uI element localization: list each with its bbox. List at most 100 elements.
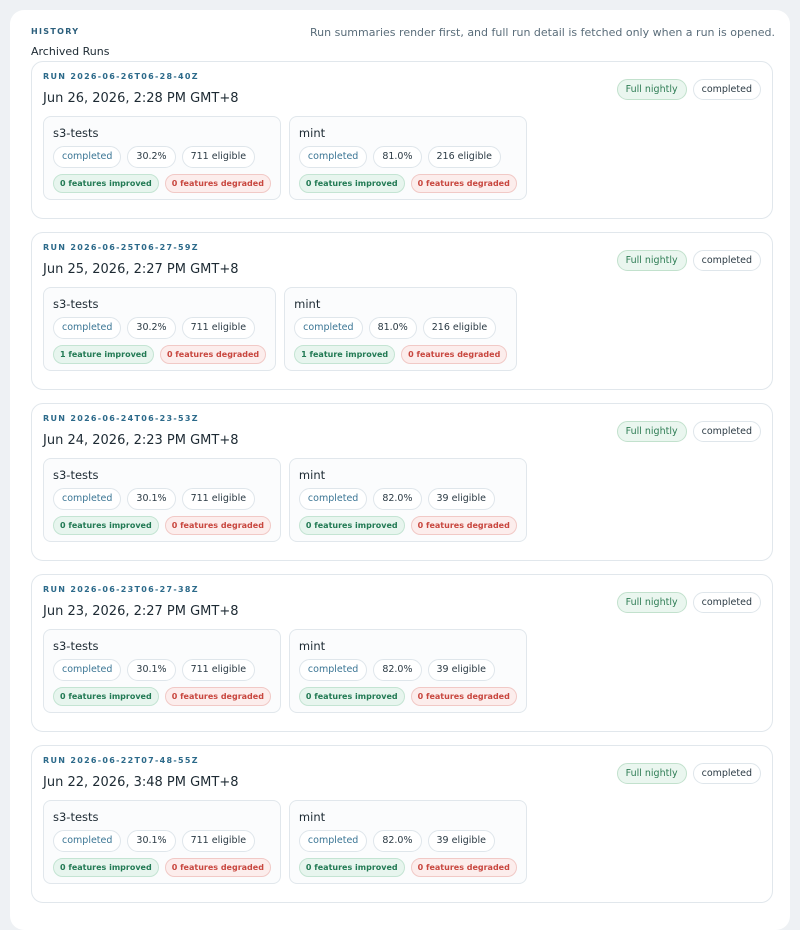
badge: Full nightly <box>616 250 687 271</box>
degraded-pill: 0 features degraded <box>164 687 271 706</box>
improved-pill: 1 feature improved <box>294 345 396 364</box>
pass-rate-pill: 30.1% <box>127 659 176 681</box>
note: Run summaries render first, and full run… <box>310 26 775 39</box>
suite-stats: completed 30.1% 711 eligible <box>53 659 271 681</box>
suite-stats: completed 30.1% 711 eligible <box>53 830 271 852</box>
suite-card: mint completed 82.0% 39 eligible 0 features … <box>288 629 527 713</box>
run-badges: Full nightly completed <box>616 592 761 613</box>
status-pill: completed <box>298 146 368 168</box>
suite-stats: completed 30.2% 711 eligible <box>53 146 271 168</box>
suite-name: mint <box>298 126 326 140</box>
pass-rate-pill: 30.1% <box>127 830 176 852</box>
suite-changes: 0 features improved 0 features degraded <box>53 174 271 193</box>
eligible-pill: 711 eligible <box>181 488 256 510</box>
degraded-pill: 0 features degraded <box>410 858 517 877</box>
suite-name: s3-tests <box>53 810 99 824</box>
run-badges: Full nightly completed <box>616 250 761 271</box>
section-title: Archived Runs <box>31 45 110 58</box>
suite-changes: 1 feature improved 0 features degraded <box>294 345 508 364</box>
suite-list: s3-tests completed 30.1% 711 eligible 0 feat… <box>43 800 527 884</box>
status-pill: completed <box>53 317 122 339</box>
run-id: RUN 2026-06-24T06-23-53Z <box>43 414 199 423</box>
run-date: Jun 25, 2026, 2:27 PM GMT+8 <box>43 262 239 277</box>
eligible-pill: 711 eligible <box>181 317 256 339</box>
status-pill: completed <box>298 830 368 852</box>
badge: Full nightly <box>616 763 687 784</box>
status-pill: completed <box>53 488 122 510</box>
run-date: Jun 22, 2026, 3:48 PM GMT+8 <box>43 775 239 790</box>
improved-pill: 0 features improved <box>53 516 159 535</box>
degraded-pill: 0 features degraded <box>164 174 271 193</box>
suite-name: s3-tests <box>53 639 99 653</box>
status-pill: completed <box>298 488 368 510</box>
pass-rate-pill: 82.0% <box>373 488 422 510</box>
pass-rate-pill: 82.0% <box>373 830 422 852</box>
suite-name: mint <box>298 468 326 482</box>
suite-stats: completed 30.1% 711 eligible <box>53 488 271 510</box>
suite-changes: 0 features improved 0 features degraded <box>298 174 517 193</box>
suite-stats: completed 30.2% 711 eligible <box>53 317 266 339</box>
run-card[interactable]: RUN 2026-06-23T06-27-38Z Jun 23, 2026, 2:… <box>31 574 773 732</box>
run-badges: Full nightly completed <box>616 763 761 784</box>
suite-changes: 0 features improved 0 features degraded <box>53 516 271 535</box>
run-id: RUN 2026-06-23T06-27-38Z <box>43 585 199 594</box>
suite-card: mint completed 81.0% 216 eligible 0 features… <box>288 116 527 200</box>
eligible-pill: 39 eligible <box>427 659 495 681</box>
suite-card: s3-tests completed 30.2% 711 eligible 0 feat… <box>43 116 281 200</box>
eligible-pill: 711 eligible <box>181 830 256 852</box>
suite-stats: completed 82.0% 39 eligible <box>298 659 517 681</box>
degraded-pill: 0 features degraded <box>401 345 508 364</box>
pass-rate-pill: 82.0% <box>373 659 422 681</box>
degraded-pill: 0 features degraded <box>164 516 271 535</box>
status-pill: completed <box>53 830 122 852</box>
degraded-pill: 0 features degraded <box>164 858 271 877</box>
status-pill: completed <box>53 659 122 681</box>
status-pill: completed <box>53 146 122 168</box>
eligible-pill: 216 eligible <box>427 146 501 168</box>
suite-changes: 1 feature improved 0 features degraded <box>53 345 267 364</box>
suite-stats: completed 82.0% 39 eligible <box>298 830 517 852</box>
suite-changes: 0 features improved 0 features degraded <box>298 687 517 706</box>
badge: completed <box>692 250 761 271</box>
suite-name: mint <box>298 810 326 824</box>
improved-pill: 0 features improved <box>298 858 405 877</box>
improved-pill: 0 features improved <box>53 687 159 706</box>
suite-list: s3-tests completed 30.1% 711 eligible 0 feat… <box>43 458 527 542</box>
suite-stats: completed 81.0% 216 eligible <box>294 317 507 339</box>
badge: completed <box>692 763 761 784</box>
pass-rate-pill: 30.1% <box>127 488 176 510</box>
suite-changes: 0 features improved 0 features degraded <box>298 858 517 877</box>
suite-name: s3-tests <box>53 126 99 140</box>
pass-rate-pill: 30.2% <box>127 317 176 339</box>
run-card[interactable]: RUN 2026-06-26T06-28-40Z Jun 26, 2026, 2:… <box>31 61 773 219</box>
suite-changes: 0 features improved 0 features degraded <box>298 516 517 535</box>
run-card[interactable]: RUN 2026-06-24T06-23-53Z Jun 24, 2026, 2:… <box>31 403 773 561</box>
run-card[interactable]: RUN 2026-06-25T06-27-59Z Jun 25, 2026, 2:… <box>31 232 773 390</box>
improved-pill: 0 features improved <box>53 174 159 193</box>
badge: completed <box>692 592 761 613</box>
degraded-pill: 0 features degraded <box>410 174 517 193</box>
eligible-pill: 711 eligible <box>181 659 256 681</box>
improved-pill: 0 features improved <box>298 174 405 193</box>
suite-card: s3-tests completed 30.1% 711 eligible 0 feat… <box>43 458 281 542</box>
suite-name: mint <box>298 639 326 653</box>
degraded-pill: 0 features degraded <box>410 516 517 535</box>
degraded-pill: 0 features degraded <box>159 345 267 364</box>
run-badges: Full nightly completed <box>616 421 761 442</box>
suite-card: s3-tests completed 30.2% 711 eligible 1 feat… <box>43 287 277 371</box>
eligible-pill: 39 eligible <box>427 488 495 510</box>
run-badges: Full nightly completed <box>616 79 761 100</box>
suite-card: mint completed 82.0% 39 eligible 0 features … <box>288 458 527 542</box>
eligible-pill: 711 eligible <box>181 146 256 168</box>
suite-stats: completed 81.0% 216 eligible <box>298 146 517 168</box>
run-date: Jun 24, 2026, 2:23 PM GMT+8 <box>43 433 239 448</box>
run-date: Jun 23, 2026, 2:27 PM GMT+8 <box>43 604 239 619</box>
badge: Full nightly <box>616 592 687 613</box>
pass-rate-pill: 30.2% <box>127 146 176 168</box>
run-id: RUN 2026-06-22T07-48-55Z <box>43 756 199 765</box>
run-card[interactable]: RUN 2026-06-22T07-48-55Z Jun 22, 2026, 3:… <box>31 745 773 903</box>
improved-pill: 0 features improved <box>298 687 405 706</box>
suite-changes: 0 features improved 0 features degraded <box>53 858 271 877</box>
